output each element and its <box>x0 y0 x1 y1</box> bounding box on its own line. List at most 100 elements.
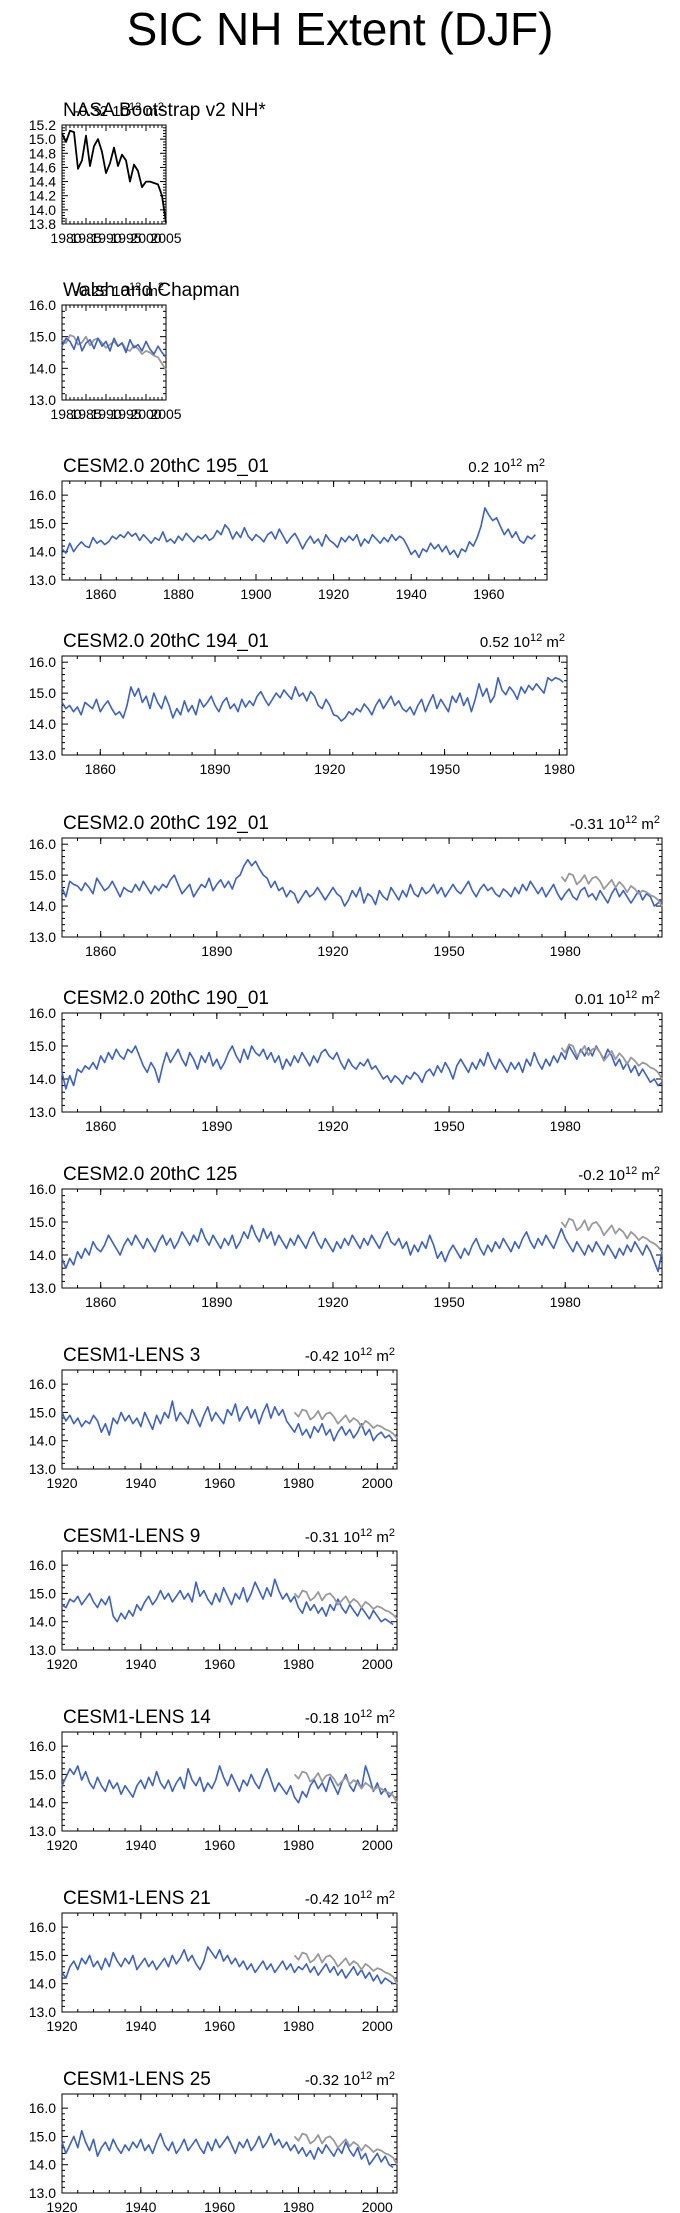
panel-title: CESM1-LENS 21 <box>63 1888 211 1909</box>
x-tick-label: 1950 <box>434 1118 465 1134</box>
x-tick-label: 1960 <box>204 2199 235 2213</box>
x-tick-label: 1860 <box>85 1118 116 1134</box>
plot-frame <box>61 124 167 225</box>
trend-label: -0.32 1012 m2 <box>305 2070 395 2089</box>
y-tick-label: 15.0 <box>29 867 56 883</box>
x-tick-label: 1890 <box>201 1294 232 1310</box>
series-line-obs <box>560 1043 663 1080</box>
y-tick-label: 16.0 <box>29 1005 56 1021</box>
series-line-model <box>61 1578 394 1626</box>
y-tick-label: 13.0 <box>29 1823 56 1839</box>
trend-label: -0.2 1012 m2 <box>578 1165 660 1184</box>
x-tick-label: 1985 <box>70 406 101 422</box>
series-line-obs <box>293 1589 398 1620</box>
y-tick-label: 15.0 <box>29 1038 56 1054</box>
y-tick-label: 14.0 <box>29 898 56 914</box>
y-tick-label: 15.0 <box>29 1766 56 1782</box>
panel-title: CESM2.0 20thC 194_01 <box>63 631 269 652</box>
trend-unit: m <box>372 1710 389 1727</box>
y-tick-label: 14.8 <box>29 145 56 161</box>
y-tick-label: 14.0 <box>29 716 56 732</box>
x-tick-label: 1940 <box>125 1656 156 1672</box>
panel-title: CESM2.0 20thC 125 <box>63 1164 237 1185</box>
trend-exponent: 12 <box>360 1889 372 1901</box>
trend-value: 0.52 10 <box>480 634 530 651</box>
y-tick-label: 13.0 <box>29 1461 56 1477</box>
y-tick-label: 15.0 <box>29 515 56 531</box>
trend-unit: m <box>637 991 654 1008</box>
trend-value: -0.42 10 <box>305 1891 360 1908</box>
trend-unit: m <box>372 1891 389 1908</box>
y-tick-label: 16.0 <box>29 1738 56 1754</box>
y-tick-label: 14.4 <box>29 174 56 190</box>
x-tick-label: 1920 <box>314 761 345 777</box>
plot-frame <box>61 480 548 581</box>
x-tick-label: 2000 <box>362 1475 393 1491</box>
chart-panel-c192: CESM2.0 20thC 192_01 -0.31 1012 m2 13.0 14.… <box>29 813 663 959</box>
y-tick-label: 15.0 <box>29 1404 56 1420</box>
x-tick-label: 1980 <box>283 1837 314 1853</box>
chart-panel-l9: CESM1-LENS 9 -0.31 1012 m2 13.0 14.0 15.0 16.… <box>29 1526 398 1672</box>
series-line-obs <box>560 872 663 907</box>
trend-label: -0.25 1012 m2 <box>74 281 164 300</box>
chart-panel-l3: CESM1-LENS 3 -0.42 1012 m2 13.0 14.0 15.0 16.… <box>29 1345 398 1491</box>
x-tick-label: 1960 <box>204 1837 235 1853</box>
x-tick-label: 1890 <box>199 761 230 777</box>
trend-value: -0.32 10 <box>305 2072 360 2089</box>
y-tick-label: 15.0 <box>29 329 56 345</box>
x-tick-label: 1940 <box>396 586 427 602</box>
y-tick-label: 16.0 <box>29 1557 56 1573</box>
y-tick-label: 15.2 <box>29 117 56 133</box>
x-tick-label: 1960 <box>473 586 504 602</box>
x-tick-label: 1890 <box>201 943 232 959</box>
trend-value: -0.31 10 <box>305 1529 360 1546</box>
y-tick-label: 13.0 <box>29 1104 56 1120</box>
x-tick-label: 1920 <box>317 1118 348 1134</box>
trend-unit: m <box>141 103 158 120</box>
series-line-model <box>61 1400 394 1442</box>
plot-frame <box>61 1912 398 2013</box>
series-line-obs <box>560 1217 663 1253</box>
y-tick-label: 16.0 <box>29 654 56 670</box>
trend-exponent: 12 <box>360 1708 372 1720</box>
x-tick-label: 1980 <box>550 1118 581 1134</box>
trend-unit: m <box>637 816 654 833</box>
y-tick-label: 14.0 <box>29 2157 56 2173</box>
plot-frame <box>61 837 663 938</box>
trend-label: -0.42 1012 m2 <box>305 1346 395 1365</box>
x-tick-label: 1860 <box>85 1294 116 1310</box>
trend-label: -0.31 1012 m2 <box>305 1527 395 1546</box>
x-tick-label: 1980 <box>550 943 581 959</box>
x-tick-label: 1960 <box>204 1475 235 1491</box>
x-tick-label: 1980 <box>283 2018 314 2034</box>
series-line-model <box>61 858 663 907</box>
x-tick-label: 2000 <box>362 2199 393 2213</box>
y-tick-label: 16.0 <box>29 487 56 503</box>
x-tick-label: 1940 <box>125 2199 156 2213</box>
x-tick-label: 1980 <box>283 1656 314 1672</box>
series-line-model <box>61 1946 394 1985</box>
trend-value: -0.2 10 <box>578 1167 625 1184</box>
series-line-model <box>61 2130 394 2169</box>
y-tick-label: 16.0 <box>29 1376 56 1392</box>
trend-unit: m <box>522 459 539 476</box>
x-tick-label: 1960 <box>204 2018 235 2034</box>
trend-label: -0.31 1012 m2 <box>570 814 660 833</box>
panel-title: CESM1-LENS 14 <box>63 1707 211 1728</box>
y-tick-label: 13.0 <box>29 929 56 945</box>
panels: NASA Bootstrap v2 NH*-0.32 1012 m213.814… <box>29 100 663 2213</box>
x-tick-label: 1920 <box>46 1475 77 1491</box>
x-tick-label: 1980 <box>50 230 81 246</box>
trend-exponent: 12 <box>129 281 141 293</box>
trend-unit: m <box>372 2072 389 2089</box>
plot-frame <box>61 1369 398 1470</box>
x-tick-label: 1940 <box>125 1837 156 1853</box>
x-tick-label: 2005 <box>150 406 181 422</box>
y-tick-label: 13.0 <box>29 747 56 763</box>
panel-title: CESM2.0 20thC 195_01 <box>63 456 269 477</box>
y-tick-label: 14.0 <box>29 1433 56 1449</box>
y-tick-label: 14.0 <box>29 1795 56 1811</box>
panel-title: CESM1-LENS 3 <box>63 1345 200 1366</box>
y-tick-label: 16.0 <box>29 2100 56 2116</box>
panel-title: CESM1-LENS 9 <box>63 1526 200 1547</box>
